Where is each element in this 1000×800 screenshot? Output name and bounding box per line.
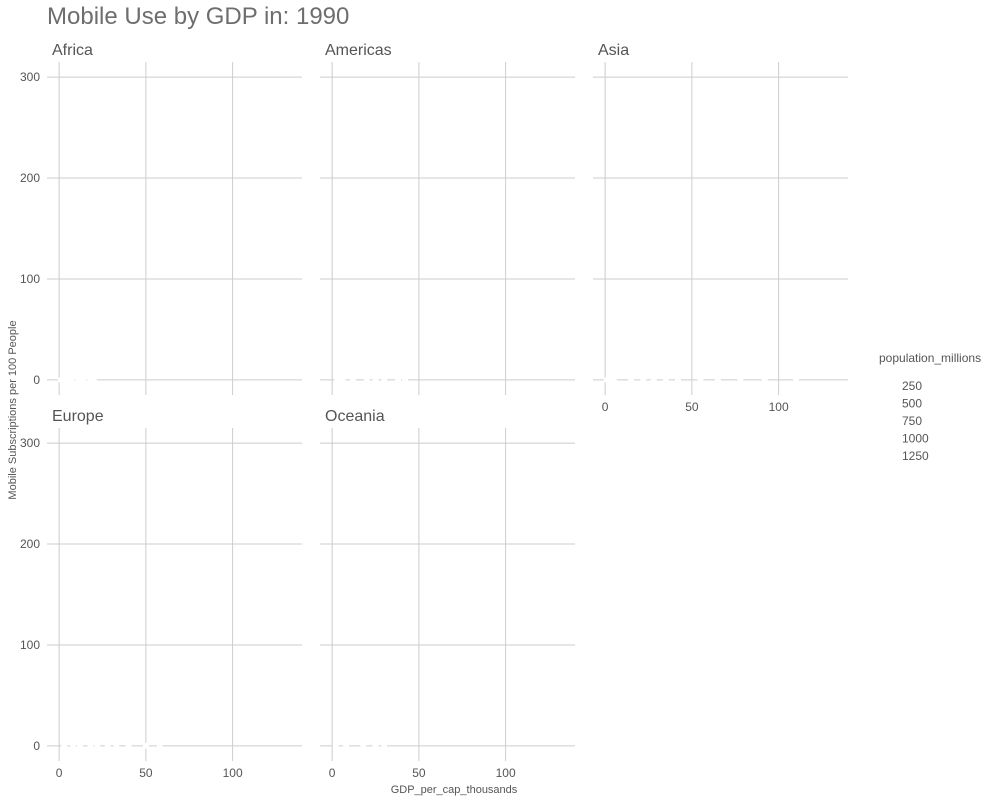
data-point (372, 376, 379, 383)
data-point (714, 376, 721, 383)
data-point (675, 376, 681, 383)
data-point (113, 742, 120, 749)
legend-label: 1000 (902, 432, 929, 446)
y-tick-label: 0 (33, 739, 40, 753)
data-point (737, 376, 744, 383)
facet-label-oceania: Oceania (325, 408, 385, 425)
facet-label-europe: Europe (52, 408, 104, 425)
y-tick-label: 200 (20, 171, 40, 185)
y-tick-label: 300 (20, 436, 40, 450)
data-point (381, 376, 388, 383)
data-point (63, 376, 70, 383)
legend-key (884, 417, 892, 425)
legend-label: 1250 (902, 449, 929, 463)
legend-key (885, 400, 891, 407)
data-point (650, 376, 657, 383)
y-tick-label: 0 (33, 373, 40, 387)
y-tick-label: 100 (20, 638, 40, 652)
data-point (87, 742, 94, 749)
x-tick-label: 100 (769, 400, 789, 414)
x-tick-label: 0 (56, 766, 63, 780)
data-point (332, 742, 339, 749)
data-point (94, 742, 101, 749)
chart-title: Mobile Use by GDP in: 1990 (47, 3, 349, 30)
data-point (395, 376, 402, 383)
data-point (75, 376, 82, 383)
data-point (610, 376, 617, 383)
facet-label-africa: Africa (52, 42, 93, 59)
data-point (76, 742, 83, 749)
legend-label: 250 (902, 379, 922, 393)
facet-label-americas: Americas (325, 42, 392, 59)
data-point (381, 742, 388, 749)
legend-key (882, 450, 894, 462)
x-tick-label: 0 (602, 400, 609, 414)
y-axis-title: Mobile Subscriptions per 100 People (7, 320, 19, 499)
data-point (343, 742, 350, 749)
data-point (90, 376, 97, 383)
x-tick-label: 50 (139, 766, 153, 780)
facet-europe: Europe 0 100 200 300 0 50 100 (20, 408, 302, 780)
data-point (761, 376, 768, 383)
data-point (372, 742, 379, 749)
data-point (662, 376, 669, 383)
facet-label-asia: Asia (598, 42, 629, 59)
data-point (339, 376, 346, 383)
x-axis-title: GDP_per_cap_thousands (391, 784, 518, 796)
facet-americas: Americas (320, 42, 575, 395)
data-point (360, 742, 367, 749)
data-point (68, 376, 75, 383)
y-tick-label: 100 (20, 272, 40, 286)
facet-oceania: Oceania 0 50 100 (320, 408, 575, 780)
x-tick-label: 50 (412, 766, 426, 780)
data-point (61, 742, 68, 749)
data-point (697, 376, 704, 383)
data-point (70, 742, 77, 749)
data-point (104, 742, 111, 749)
data-point (142, 742, 149, 749)
legend: population_millions 250 500 750 1000 1250 (879, 351, 981, 463)
y-tick-label: 200 (20, 537, 40, 551)
data-point (80, 376, 87, 383)
x-tick-label: 100 (496, 766, 516, 780)
x-tick-label: 50 (685, 400, 699, 414)
x-tick-label: 100 (223, 766, 243, 780)
data-point (156, 742, 163, 749)
legend-label: 750 (902, 414, 922, 428)
data-point (125, 742, 132, 749)
data-point (334, 376, 341, 383)
x-tick-label: 0 (329, 766, 336, 780)
legend-label: 500 (902, 397, 922, 411)
facet-asia: Asia 0 50 100 (593, 42, 848, 414)
y-tick-label: 300 (20, 70, 40, 84)
data-point (363, 376, 370, 383)
legend-key (883, 433, 893, 444)
data-point (402, 376, 408, 383)
legend-key (886, 384, 890, 388)
data-point (349, 376, 356, 383)
legend-title: population_millions (879, 351, 981, 365)
data-point (792, 376, 799, 383)
data-point (628, 376, 635, 383)
facet-africa: Africa 0 100 200 300 (20, 42, 302, 395)
data-point (640, 376, 647, 383)
